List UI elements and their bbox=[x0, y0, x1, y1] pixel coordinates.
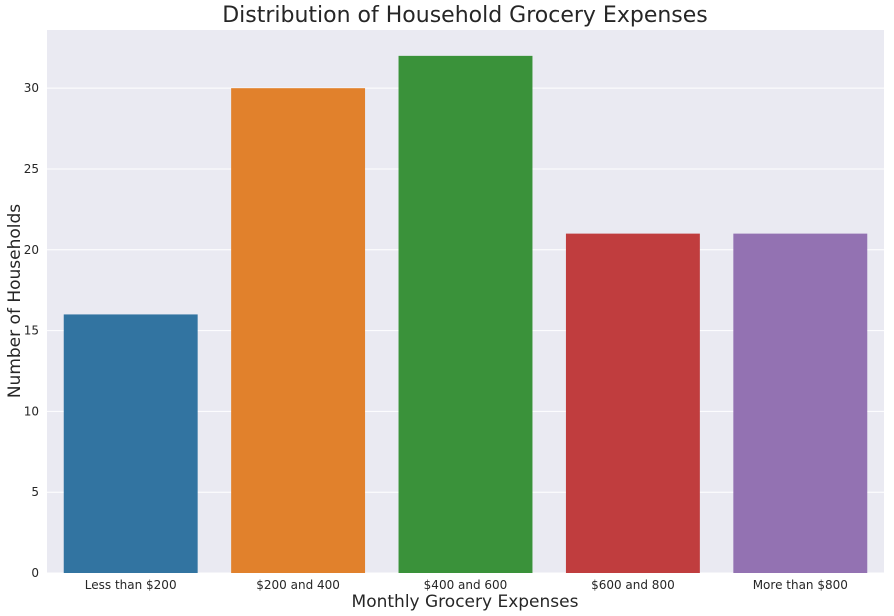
bar bbox=[231, 88, 366, 573]
y-axis-label: Number of Households bbox=[5, 204, 25, 398]
x-tick-label: $400 and 600 bbox=[424, 578, 508, 592]
x-tick-label: $600 and 800 bbox=[591, 578, 675, 592]
bar bbox=[733, 233, 868, 573]
y-tick-label: 25 bbox=[24, 162, 39, 176]
y-tick-label: 0 bbox=[31, 566, 39, 580]
bar bbox=[565, 233, 700, 573]
x-axis-label: Monthly Grocery Expenses bbox=[352, 592, 579, 612]
chart-title: Distribution of Household Grocery Expens… bbox=[222, 3, 708, 28]
x-tick-labels: Less than $200 $200 and 400 $400 and 600 $6… bbox=[85, 578, 848, 592]
x-tick-label: More than $800 bbox=[753, 578, 848, 592]
y-tick-label: 15 bbox=[24, 324, 39, 338]
y-tick-label: 10 bbox=[24, 404, 39, 418]
bars bbox=[63, 55, 868, 574]
y-tick-label: 30 bbox=[24, 81, 39, 95]
bar bbox=[63, 314, 198, 573]
y-tick-label: 20 bbox=[24, 243, 39, 257]
y-tick-labels: 0 5 10 15 20 25 30 bbox=[24, 81, 39, 580]
x-tick-label: $200 and 400 bbox=[256, 578, 340, 592]
y-tick-label: 5 bbox=[31, 485, 39, 499]
x-tick-label: Less than $200 bbox=[85, 578, 177, 592]
bar bbox=[398, 55, 533, 574]
